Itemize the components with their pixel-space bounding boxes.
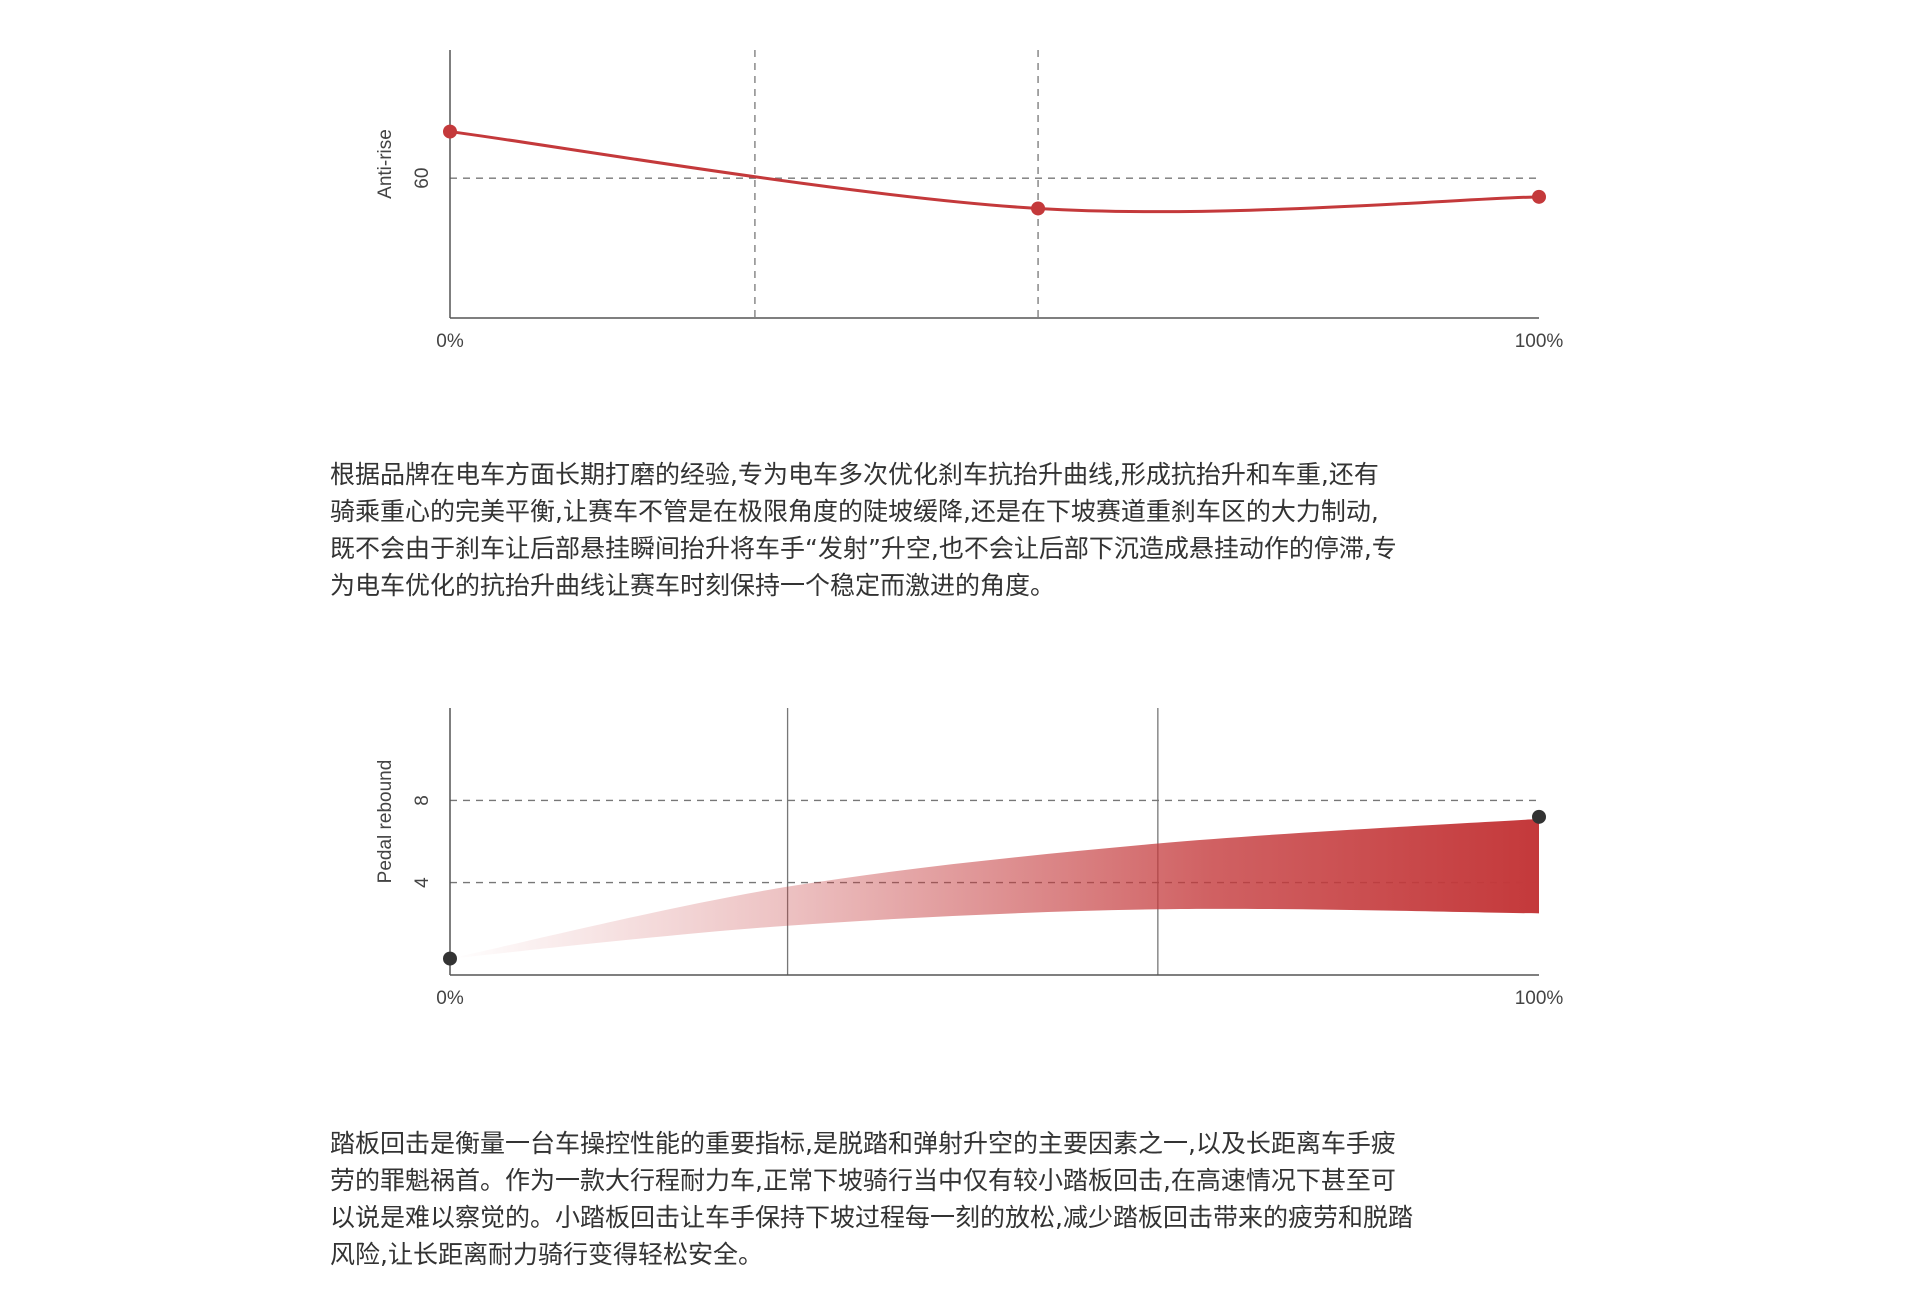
y-axis-label: Pedal rebound bbox=[375, 760, 396, 884]
y-tick-label: 4 bbox=[412, 877, 433, 888]
text-line: 既不会由于刹车让后部悬挂瞬间抬升将车手“发射”升空,也不会让后部下沉造成悬挂动作… bbox=[330, 534, 1397, 563]
text-line: 根据品牌在电车方面长期打磨的经验,专为电车多次优化刹车抗抬升曲线,形成抗抬升和车… bbox=[330, 460, 1379, 489]
text-line: 骑乘重心的完美平衡,让赛车不管是在极限角度的陡坡缓降,还是在下坡赛道重刹车区的大… bbox=[330, 497, 1379, 526]
text-line: 劳的罪魁祸首。作为一款大行程耐力车,正常下坡骑行当中仅有较小踏板回击,在高速情况… bbox=[330, 1166, 1396, 1195]
y-tick-label: 8 bbox=[412, 795, 433, 806]
endpoint bbox=[1532, 809, 1546, 824]
endpoint bbox=[443, 951, 457, 966]
marker bbox=[1532, 189, 1546, 204]
text-line: 踏板回击是衡量一台车操控性能的重要指标,是脱踏和弹射升空的主要因素之一,以及长距… bbox=[330, 1129, 1396, 1158]
x-tick-label: 0% bbox=[436, 331, 464, 352]
band bbox=[450, 818, 1539, 959]
text-line: 为电车优化的抗抬升曲线让赛车时刻保持一个稳定而激进的角度。 bbox=[330, 571, 1056, 600]
x-tick-label: 0% bbox=[436, 988, 464, 1009]
text-line: 风险,让长距离耐力骑行变得轻松安全。 bbox=[330, 1240, 763, 1269]
paragraph: 根据品牌在电车方面长期打磨的经验,专为电车多次优化刹车抗抬升曲线,形成抗抬升和车… bbox=[330, 456, 1630, 604]
x-tick-label: 100% bbox=[1515, 988, 1564, 1009]
line bbox=[449, 130, 1540, 214]
paragraph: 踏板回击是衡量一台车操控性能的重要指标,是脱踏和弹射升空的主要因素之一,以及长距… bbox=[330, 1125, 1630, 1273]
marker bbox=[1031, 201, 1046, 216]
text-line: 以说是难以察觉的。小踏板回击让车手保持下坡过程每一刻的放松,减少踏板回击带来的疲… bbox=[330, 1203, 1413, 1232]
marker bbox=[443, 124, 457, 139]
y-tick-label: 60 bbox=[412, 168, 433, 189]
x-tick-label: 100% bbox=[1515, 331, 1564, 352]
y-axis-label: Anti-rise bbox=[375, 129, 396, 199]
